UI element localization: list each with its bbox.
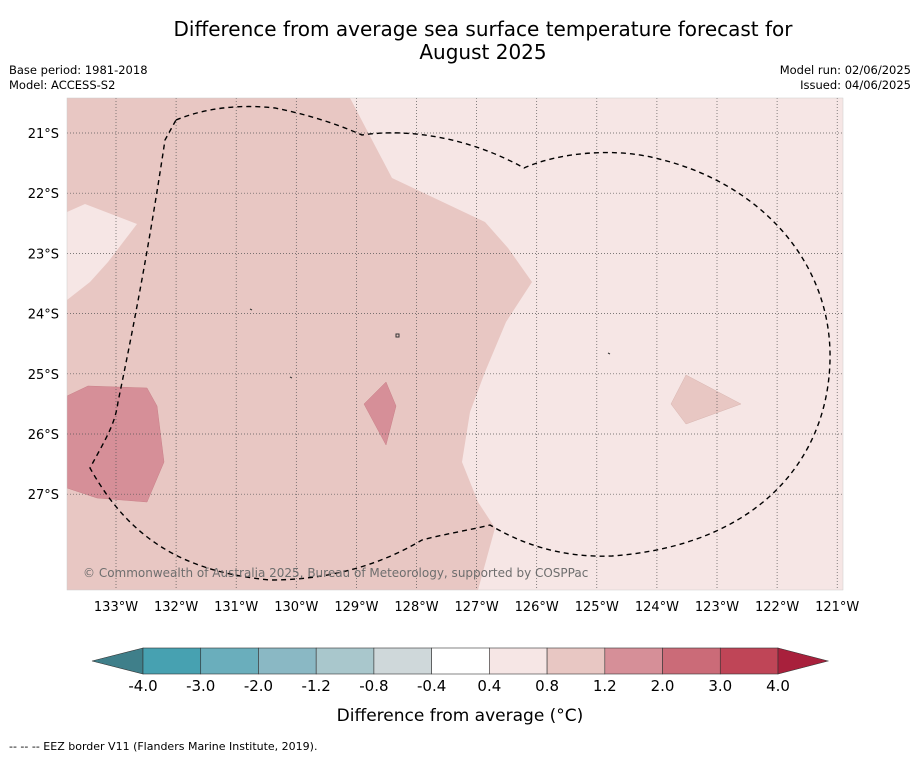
colorbar-segment — [719, 647, 779, 675]
model-name: Model: ACCESS-S2 — [9, 78, 116, 92]
chart-title: Difference from average sea surface temp… — [0, 18, 919, 64]
colorbar-tick-label: -2.0 — [244, 677, 273, 695]
latitude-label: 27°S — [28, 488, 59, 503]
colorbar-tick-label: 3.0 — [708, 677, 732, 695]
longitude-labels: 133°W 132°W 131°W 130°W 129°W 128°W 127°W 126°W… — [94, 600, 860, 615]
issued-date: Issued: 04/06/2025 — [800, 78, 911, 92]
longitude-label: 121°W — [815, 600, 859, 615]
model-run: Model run: 02/06/2025 — [779, 63, 911, 77]
colorbar-tick-label: -0.8 — [359, 677, 388, 695]
longitude-label: 123°W — [695, 600, 739, 615]
colorbar-segment — [489, 647, 548, 675]
latitude-label: 24°S — [28, 308, 59, 323]
meta-right: Model run: 02/06/2025 Issued: 04/06/2025 — [780, 63, 911, 93]
colorbar-tick-label: -0.4 — [417, 677, 446, 695]
latitude-labels: 21°S 22°S 23°S 24°S 25°S 26°S 27°S — [28, 127, 59, 503]
colorbar-segment — [315, 647, 375, 675]
colorbar-tick-label: 2.0 — [651, 677, 675, 695]
colorbar-segment — [604, 647, 663, 675]
copyright-notice: © Commonwealth of Australia 2025, Bureau… — [83, 566, 588, 580]
longitude-label: 132°W — [154, 600, 198, 615]
latitude-label: 22°S — [28, 187, 59, 202]
colorbar-tick-label: -3.0 — [186, 677, 215, 695]
colorbar-segment — [431, 647, 490, 675]
colorbar: -4.0 -3.0 -2.0 -1.2 -0.8 -0.4 0.4 0.8 1.2 2.0 3.0 4… — [91, 647, 830, 695]
longitude-label: 127°W — [455, 600, 499, 615]
anomaly-0.8-1.2-region — [67, 98, 532, 590]
small-island — [395, 333, 400, 338]
map-area — [67, 98, 843, 590]
eez-border — [89, 105, 831, 581]
colorbar-tick-label: 1.2 — [593, 677, 617, 695]
longitude-label: 126°W — [515, 600, 559, 615]
colorbar-label: Difference from average (°C) — [337, 706, 584, 726]
eez-legend-note: -- -- -- EEZ border V11 (Flanders Marine… — [9, 740, 318, 753]
title-line-1: Difference from average sea surface temp… — [173, 17, 793, 41]
colorbar-extend-low — [91, 647, 144, 675]
colorbar-tick-label: 0.8 — [535, 677, 559, 695]
longitude-label: 131°W — [214, 600, 258, 615]
anomaly-1.2-2.0-center — [363, 381, 397, 446]
base-period: Base period: 1981-2018 — [9, 63, 148, 77]
colorbar-tick-label: -1.2 — [302, 677, 331, 695]
colorbar-segment — [546, 647, 606, 675]
longitude-label: 122°W — [755, 600, 799, 615]
anomaly-0.4-0.8-pocket — [67, 204, 137, 300]
colorbar-segment — [373, 647, 432, 675]
latitude-label: 25°S — [28, 368, 59, 383]
small-island — [607, 352, 611, 355]
longitude-label: 124°W — [635, 600, 679, 615]
colorbar-tick-label: -4.0 — [128, 677, 157, 695]
colorbar-extend-high — [777, 647, 830, 675]
colorbar-segment — [142, 647, 202, 675]
longitude-label: 130°W — [274, 600, 318, 615]
colorbar-segment — [258, 647, 317, 675]
title-line-2: August 2025 — [419, 40, 547, 64]
meta-left: Base period: 1981-2018 Model: ACCESS-S2 — [9, 63, 148, 93]
colorbar-tick-label: 4.0 — [766, 677, 790, 695]
gridlines — [67, 98, 843, 590]
longitude-label: 133°W — [94, 600, 138, 615]
latitude-label: 21°S — [28, 127, 59, 142]
colorbar-segment — [200, 647, 259, 675]
latitude-label: 23°S — [28, 247, 59, 262]
colorbar-tick-label: 0.4 — [477, 677, 501, 695]
map-frame — [66, 97, 844, 591]
small-island — [289, 376, 293, 379]
anomaly-0.8-1.2-patch — [670, 374, 742, 425]
latitude-label: 26°S — [28, 428, 59, 443]
longitude-label: 129°W — [334, 600, 378, 615]
anomaly-1.2-2.0-west — [67, 385, 165, 503]
small-island — [249, 308, 253, 311]
longitude-label: 125°W — [575, 600, 619, 615]
longitude-label: 128°W — [394, 600, 438, 615]
colorbar-segment — [662, 647, 721, 675]
